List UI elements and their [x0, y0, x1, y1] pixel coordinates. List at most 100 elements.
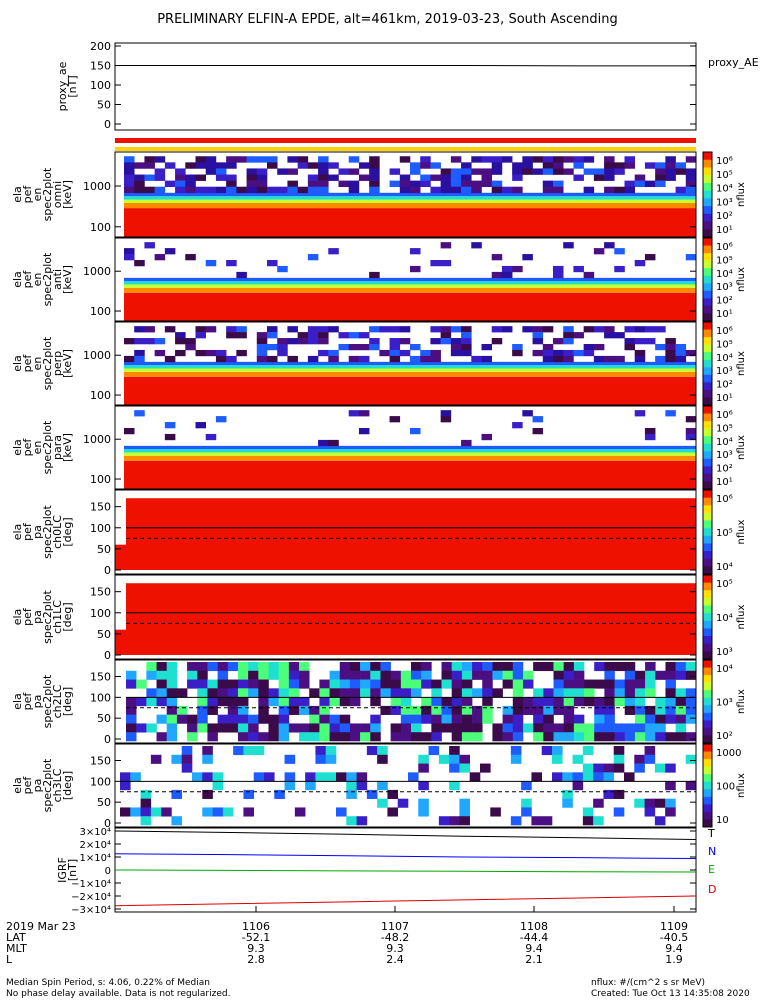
pa-ch2lc-cell-8-22: [349, 732, 361, 742]
pa-ch3lc-cell-5-2: [140, 789, 152, 799]
spec-omni-cell-1-28: [410, 162, 421, 169]
pa-ch2lc-cell-2-27: [400, 679, 412, 689]
pa-ch2lc-cell-7-40: [533, 723, 544, 733]
spec-anti-cell-1-0: [124, 248, 135, 255]
footer-spin-period: Median Spin Period, s: 4.06, 0.22% of Me…: [6, 978, 210, 988]
pa-ch2lc-cell-8-18: [309, 732, 320, 742]
spec-omni-cell-3-1: [134, 174, 145, 181]
pa-ch2lc-cell-5-5: [176, 705, 188, 715]
pa-ch2lc-cell-6-5: [176, 714, 188, 724]
pa-ch3lc-cell-4-29: [418, 781, 429, 791]
spec-omni-cell-3-35: [481, 174, 493, 181]
pa-ch2lc-cell-2-19: [319, 679, 330, 689]
spec-omni-cell-1-19: [318, 162, 329, 169]
spec-omni-cell-5-37: [501, 186, 513, 194]
igrf-ytick-label-2: 1×10⁴: [80, 853, 111, 864]
pa-ch2lc-cell-1-36: [492, 670, 503, 680]
pa-ch3lc-ytick-label-2: 50: [97, 796, 111, 809]
pa-ch0lc-ytick-label-0: 150: [90, 501, 111, 514]
pa-ch3lc-cell-3-1: [130, 772, 141, 782]
spec-perp-cell-4-40: [532, 349, 544, 357]
spec-omni-cell-0-3: [154, 156, 166, 163]
pa-ch3lc-cell-8-38: [510, 816, 522, 826]
spec-anti-colorbar-band-0: [703, 238, 712, 247]
pa-ch0lc-ylabel-3: spec2plot: [41, 505, 54, 559]
spec-omni-cell-4-21: [338, 180, 350, 188]
pa-ch2lc-cell-0-15: [278, 662, 290, 672]
pa-ch2lc-cell-2-28: [411, 679, 422, 689]
pa-ch2lc-cell-8-34: [472, 732, 483, 742]
igrf-ytick-label-0: 3×10⁴: [80, 827, 111, 838]
pa-ch2lc-cell-7-50: [634, 723, 646, 733]
pa-ch2lc-cell-5-19: [319, 705, 330, 715]
pa-ch3lc-cell-0-38: [510, 746, 522, 756]
pa-ch2lc-cell-8-50: [634, 732, 646, 742]
pa-ch2lc-cell-2-33: [461, 679, 473, 689]
spec-omni-cell-2-35: [481, 168, 493, 175]
pa-ch0lc-colorbar-band-9: [703, 558, 712, 567]
pa-ch2lc-cell-7-0: [126, 723, 137, 733]
pa-ch2lc-cell-0-2: [146, 662, 157, 672]
pa-ch2lc-cell-1-44: [573, 670, 585, 680]
spec-omni-cell-4-1: [134, 180, 145, 188]
pa-ch2lc-cell-7-41: [543, 723, 554, 733]
pa-ch2lc-cell-3-16: [288, 688, 300, 698]
pa-ch2lc-cell-8-12: [248, 732, 259, 742]
spec-perp-cell-2-16: [287, 338, 298, 345]
pa-ch3lc-ytick-label-0: 150: [90, 755, 111, 768]
spec-perp-cell-5-52: [655, 355, 666, 363]
spec-perp-cell-0-52: [655, 326, 666, 333]
spec-omni-cell-1-6: [185, 162, 196, 169]
pa-ch2lc-cell-8-27: [400, 732, 412, 742]
spec-perp-cell-4-32: [450, 349, 462, 357]
pa-ch3lc-cell-1-6: [181, 754, 193, 764]
spec-perp-cell-0-18: [307, 326, 319, 333]
pa-ch3lc-cell-5-5: [171, 789, 183, 799]
spec-perp-cell-4-53: [665, 349, 676, 357]
pa-ch2lc-cell-1-51: [645, 670, 656, 680]
spec-omni-cell-2-40: [532, 168, 544, 175]
spec-perp-colorbar-band-10: [703, 397, 712, 406]
pa-ch2lc-cell-7-18: [309, 723, 320, 733]
pa-ch3lc-colorbar-tick-2: 10: [716, 815, 729, 826]
spec-perp-cell-0-43: [563, 326, 574, 333]
spec-omni-cell-5-30: [430, 186, 441, 194]
pa-ch2lc-cell-1-32: [451, 670, 463, 680]
pa-ch2lc-ytick-label-0: 150: [90, 671, 111, 684]
spec-omni-cell-1-54: [675, 162, 687, 169]
pa-ch2lc-cell-5-54: [675, 705, 687, 715]
x-tick-time-3: 1109: [660, 920, 688, 933]
spec-perp-cell-5-20: [328, 355, 339, 363]
pa-ch2lc-colorbar-band-1: [703, 667, 712, 676]
spec-perp-colorbar-frame: [702, 321, 713, 406]
pa-ch3lc-cell-8-22: [346, 816, 357, 826]
spec-omni-cell-1-47: [604, 162, 615, 169]
pa-ch2lc-cell-4-54: [675, 697, 687, 707]
pa-ch2lc-cell-7-47: [604, 723, 615, 733]
spec-omni-cell-2-48: [614, 168, 625, 175]
spec-para-colorbar-band-2: [703, 421, 712, 430]
pa-ch1lc-colorbar-band-7: [703, 628, 712, 637]
spec-omni-ytick-label-0: 1000: [83, 180, 111, 193]
pa-ch2lc-cell-1-20: [329, 670, 341, 680]
spec-omni-cell-1-18: [307, 162, 319, 169]
pa-ch2lc-cell-4-8: [207, 697, 218, 707]
pa-ch1lc-edge-fill: [115, 629, 126, 655]
pa-ch2lc-cell-4-44: [573, 697, 585, 707]
pa-ch2lc-ylabel-2: pa: [31, 695, 44, 709]
spec-anti-band-cyan: [124, 281, 696, 285]
pa-ch2lc-cell-0-53: [665, 662, 676, 672]
spec-omni-colorbar-tick-3: 10³: [716, 197, 733, 208]
pa-ch3lc-cell-6-43: [562, 798, 573, 808]
spec-perp-cell-5-54: [675, 355, 687, 363]
spec-perp-colorbar-band-6: [703, 367, 712, 376]
spec-perp-cell-3-13: [256, 343, 268, 351]
spec-perp-cell-1-5: [175, 332, 186, 339]
pa-ch2lc-cell-8-42: [553, 732, 564, 742]
spec-omni-cell-4-10: [226, 180, 237, 188]
spec-para-cell-0-31: [440, 410, 452, 417]
pa-ch2lc-cell-3-55: [685, 688, 697, 698]
proxy-ae-frame: [114, 42, 697, 131]
proxy-ae-legend-label: proxy_AE: [708, 56, 759, 69]
pa-ch2lc-cell-0-22: [349, 662, 361, 672]
